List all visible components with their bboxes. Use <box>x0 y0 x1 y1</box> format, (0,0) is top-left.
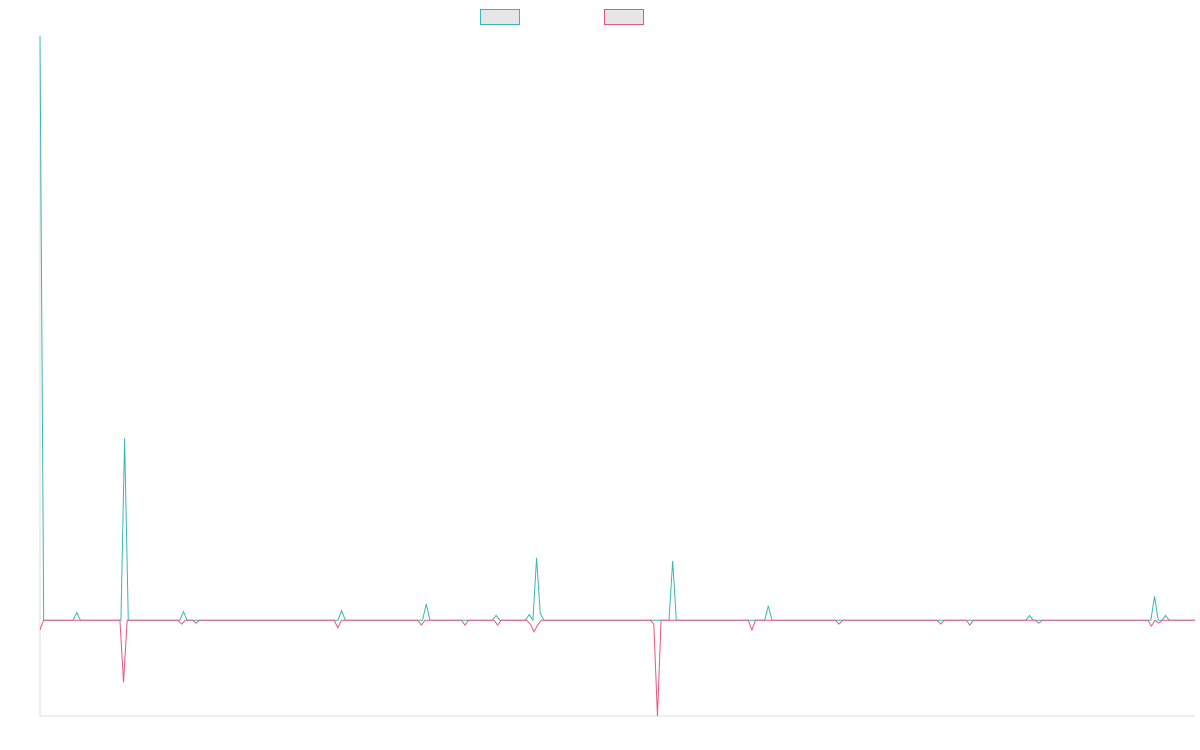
legend <box>0 9 1200 27</box>
series-line-1 <box>39 619 1195 717</box>
legend-swatch-series-a[interactable] <box>480 9 520 25</box>
legend-swatch-series-b[interactable] <box>604 9 644 25</box>
series-line-0 <box>39 35 1195 622</box>
